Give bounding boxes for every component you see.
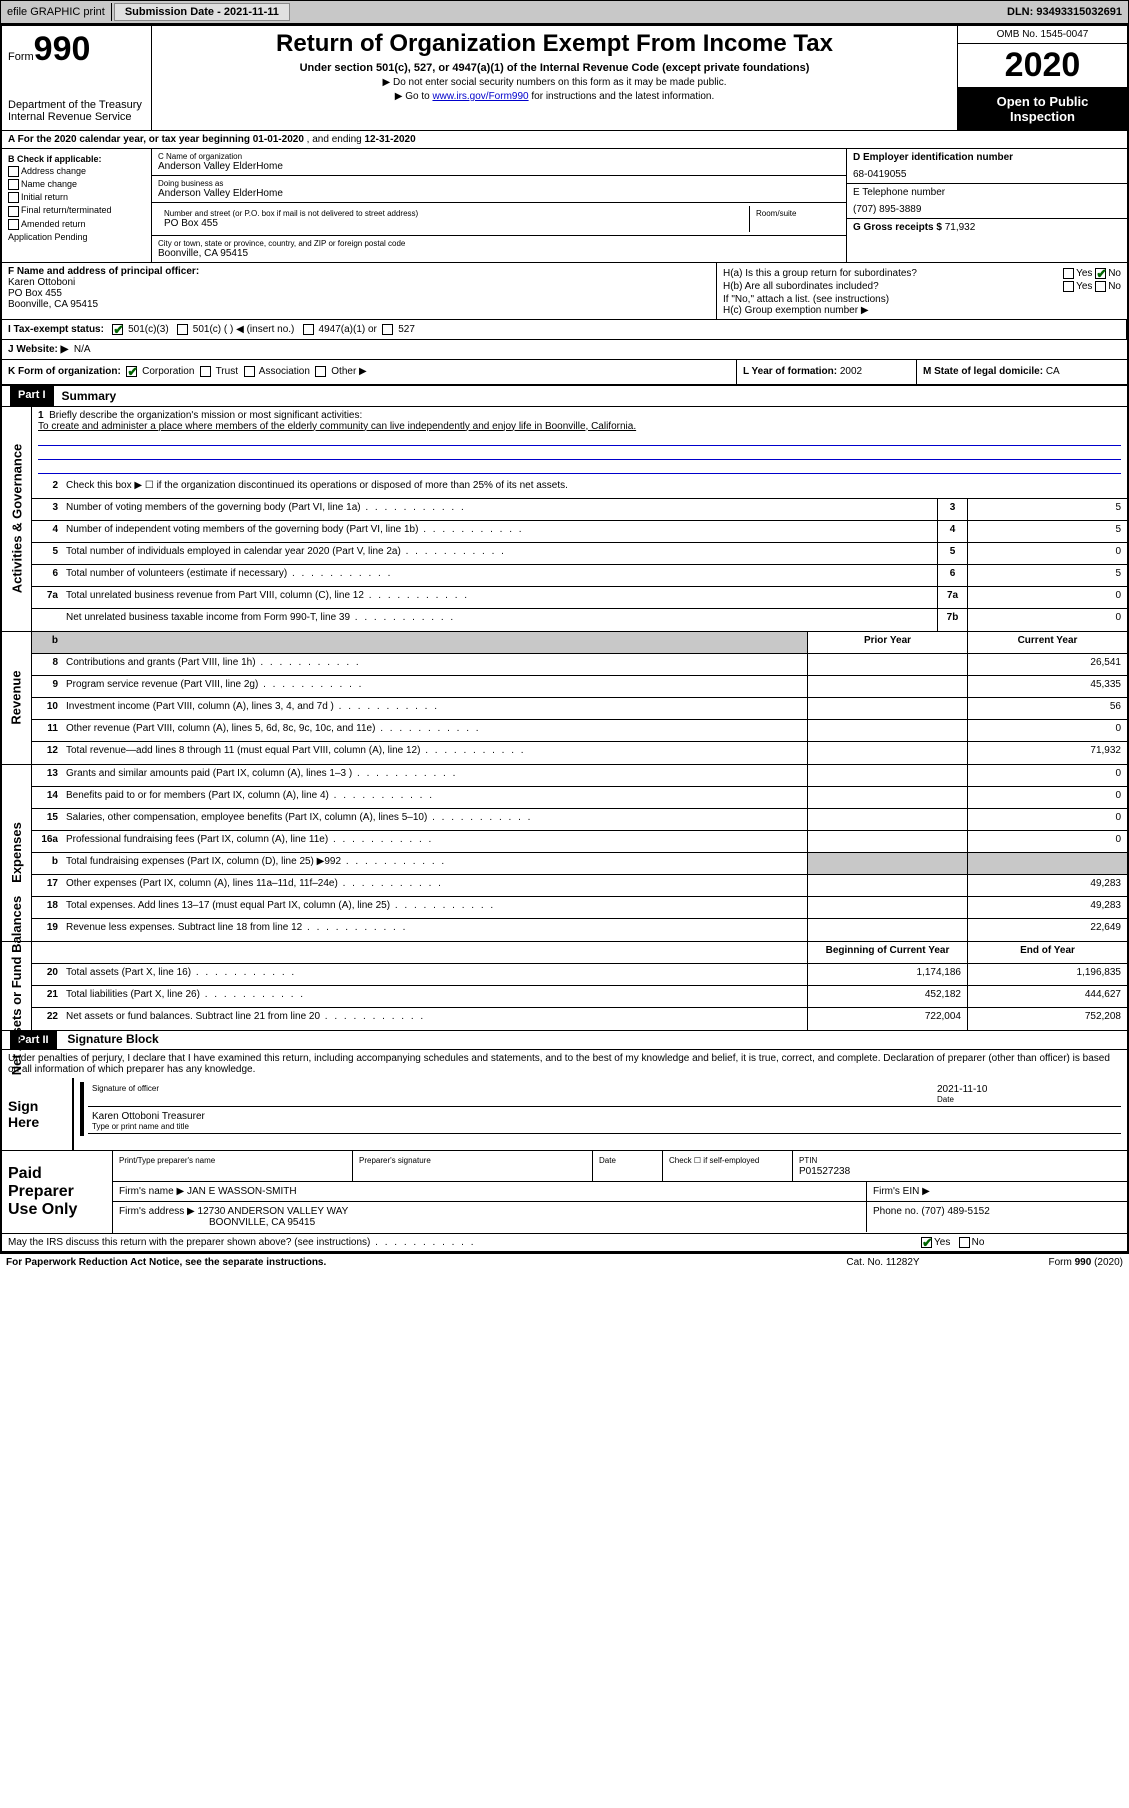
assoc-checkbox[interactable] — [244, 366, 255, 377]
summary-line: 6Total number of volunteers (estimate if… — [32, 565, 1127, 587]
section-i-status: I Tax-exempt status: 501(c)(3) 501(c) ( … — [2, 320, 1127, 339]
form-title: Return of Organization Exempt From Incom… — [160, 30, 949, 58]
initial-return-checkbox[interactable] — [8, 192, 19, 203]
discuss-question: May the IRS discuss this return with the… — [8, 1237, 921, 1248]
4947a1-checkbox[interactable] — [303, 324, 314, 335]
paperwork-notice: For Paperwork Reduction Act Notice, see … — [6, 1257, 326, 1268]
summary-line: 7aTotal unrelated business revenue from … — [32, 587, 1127, 609]
dept-treasury: Department of the Treasury — [8, 99, 145, 111]
form-header: Form990 Department of the Treasury Inter… — [2, 26, 1127, 131]
irs-link[interactable]: www.irs.gov/Form990 — [432, 91, 528, 102]
efile-label: efile GRAPHIC print — [1, 3, 112, 21]
501c-checkbox[interactable] — [177, 324, 188, 335]
irs-label: Internal Revenue Service — [8, 111, 145, 123]
other-checkbox[interactable] — [315, 366, 326, 377]
ptin: P01527238 — [799, 1166, 850, 1177]
amended-return-checkbox[interactable] — [8, 219, 19, 230]
open-public-badge: Open to Public Inspection — [958, 88, 1127, 130]
summary-line: 5Total number of individuals employed in… — [32, 543, 1127, 565]
summary-line: 8Contributions and grants (Part VIII, li… — [32, 654, 1127, 676]
street-address: PO Box 455 — [164, 218, 743, 229]
summary-line: 19Revenue less expenses. Subtract line 1… — [32, 919, 1127, 941]
summary-line: 20Total assets (Part X, line 16)1,174,18… — [32, 964, 1127, 986]
paid-preparer-label: Paid Preparer Use Only — [2, 1151, 112, 1233]
summary-line: 13Grants and similar amounts paid (Part … — [32, 765, 1127, 787]
side-revenue: Revenue — [2, 632, 32, 764]
sign-date: 2021-11-10 — [937, 1084, 1117, 1095]
city-state-zip: Boonville, CA 95415 — [158, 248, 840, 259]
omb-number: OMB No. 1545-0047 — [958, 26, 1127, 44]
summary-line: 3Number of voting members of the governi… — [32, 499, 1127, 521]
summary-line: 4Number of independent voting members of… — [32, 521, 1127, 543]
firm-phone: (707) 489-5152 — [921, 1206, 989, 1217]
summary-line: 14Benefits paid to or for members (Part … — [32, 787, 1127, 809]
summary-line: 10Investment income (Part VIII, column (… — [32, 698, 1127, 720]
hb-yes-checkbox[interactable] — [1063, 281, 1074, 292]
website-value: N/A — [74, 344, 91, 355]
section-f-officer: F Name and address of principal officer:… — [2, 263, 717, 319]
trust-checkbox[interactable] — [200, 366, 211, 377]
discuss-yes-checkbox[interactable] — [921, 1237, 932, 1248]
summary-line: 16aProfessional fundraising fees (Part I… — [32, 831, 1127, 853]
section-h-group: H(a) Is this a group return for subordin… — [717, 263, 1127, 319]
officer-name-title: Karen Ottoboni Treasurer — [92, 1111, 205, 1122]
section-c-org: C Name of organization Anderson Valley E… — [152, 149, 847, 262]
summary-line: 11Other revenue (Part VIII, column (A), … — [32, 720, 1127, 742]
sign-here-label: Sign Here — [2, 1078, 72, 1150]
discuss-no-checkbox[interactable] — [959, 1237, 970, 1248]
summary-line: 21Total liabilities (Part X, line 26)452… — [32, 986, 1127, 1008]
address-change-checkbox[interactable] — [8, 166, 19, 177]
form-subtitle: Under section 501(c), 527, or 4947(a)(1)… — [160, 62, 949, 74]
name-change-checkbox[interactable] — [8, 179, 19, 190]
section-l-year: L Year of formation: 2002 — [737, 360, 917, 383]
ha-no-checkbox[interactable] — [1095, 268, 1106, 279]
mission-text: To create and administer a place where m… — [38, 421, 1121, 432]
hb-no-checkbox[interactable] — [1095, 281, 1106, 292]
ssn-note: ▶ Do not enter social security numbers o… — [160, 77, 949, 88]
part1-title: Summary — [54, 386, 125, 406]
section-d-e-g: D Employer identification number 68-0419… — [847, 149, 1127, 262]
dba-name: Anderson Valley ElderHome — [158, 188, 840, 199]
instructions-note: ▶ Go to www.irs.gov/Form990 for instruct… — [160, 91, 949, 102]
telephone: (707) 895-3889 — [853, 204, 1121, 215]
section-b-checkboxes: B Check if applicable: Address change Na… — [2, 149, 152, 262]
org-name: Anderson Valley ElderHome — [158, 161, 840, 172]
side-net-assets: Net Assets or Fund Balances — [2, 942, 32, 1030]
form-container: Form990 Department of the Treasury Inter… — [0, 24, 1129, 1254]
summary-line: 22Net assets or fund balances. Subtract … — [32, 1008, 1127, 1030]
firm-address2: BOONVILLE, CA 95415 — [209, 1217, 315, 1228]
officer-name: Karen Ottoboni — [8, 277, 710, 288]
submission-date-button[interactable]: Submission Date - 2021-11-11 — [114, 3, 290, 21]
corp-checkbox[interactable] — [126, 366, 137, 377]
top-toolbar: efile GRAPHIC print Submission Date - 20… — [0, 0, 1129, 24]
summary-line: Net unrelated business taxable income fr… — [32, 609, 1127, 631]
tax-year: 2020 — [958, 44, 1127, 88]
firm-address1: 12730 ANDERSON VALLEY WAY — [198, 1206, 349, 1217]
side-activities-governance: Activities & Governance — [2, 407, 32, 631]
section-a-taxyear: A For the 2020 calendar year, or tax yea… — [2, 131, 1127, 149]
form-footer: Form 990 (2020) — [963, 1257, 1123, 1268]
ha-yes-checkbox[interactable] — [1063, 268, 1074, 279]
summary-line: 17Other expenses (Part IX, column (A), l… — [32, 875, 1127, 897]
part1-badge: Part I — [10, 386, 54, 406]
firm-name: JAN E WASSON-SMITH — [187, 1186, 297, 1197]
527-checkbox[interactable] — [382, 324, 393, 335]
501c3-checkbox[interactable] — [112, 324, 123, 335]
ein-value: 68-0419055 — [853, 169, 1121, 180]
summary-line: 18Total expenses. Add lines 13–17 (must … — [32, 897, 1127, 919]
dln-label: DLN: 93493315032691 — [1001, 3, 1128, 21]
penalty-statement: Under penalties of perjury, I declare th… — [2, 1050, 1127, 1078]
section-j-website: J Website: ▶ N/A — [2, 340, 1127, 360]
gross-receipts: 71,932 — [945, 222, 976, 233]
summary-line: 12Total revenue—add lines 8 through 11 (… — [32, 742, 1127, 764]
section-k-orgform: K Form of organization: Corporation Trus… — [2, 360, 737, 383]
form-number: Form990 — [8, 30, 145, 69]
final-return-checkbox[interactable] — [8, 206, 19, 217]
section-m-state: M State of legal domicile: CA — [917, 360, 1127, 383]
summary-line: 9Program service revenue (Part VIII, lin… — [32, 676, 1127, 698]
summary-line: bTotal fundraising expenses (Part IX, co… — [32, 853, 1127, 875]
cat-number: Cat. No. 11282Y — [803, 1257, 963, 1268]
part2-title: Signature Block — [59, 1029, 166, 1049]
summary-line: 15Salaries, other compensation, employee… — [32, 809, 1127, 831]
